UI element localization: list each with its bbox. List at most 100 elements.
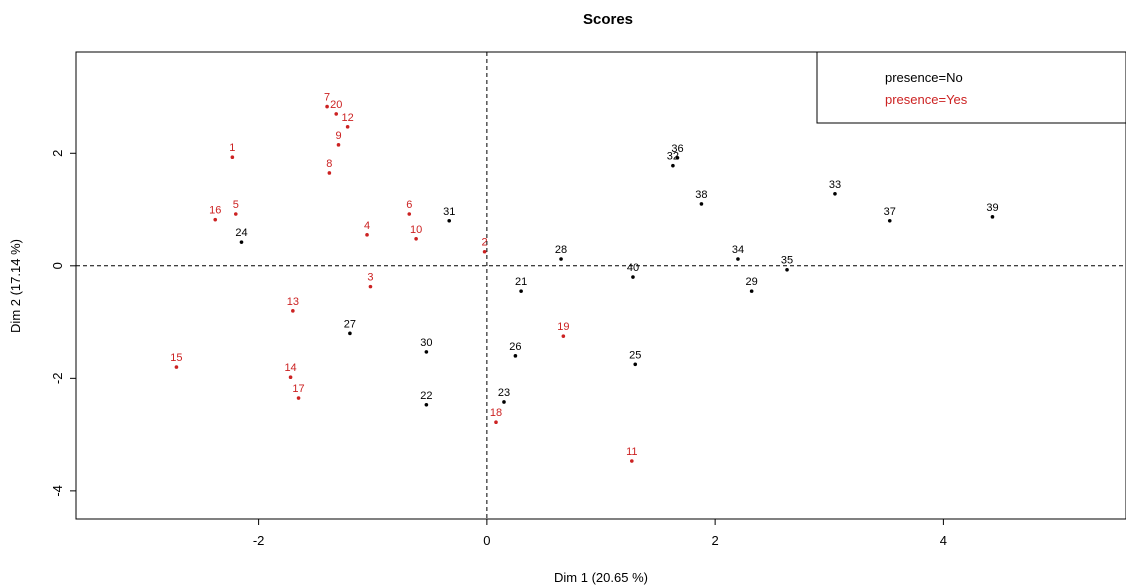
point-label-8: 8: [326, 158, 332, 170]
y-tick-label: -4: [50, 485, 65, 497]
data-point-18: [494, 420, 498, 425]
point-label-32: 32: [667, 151, 679, 163]
y-axis: -4 -2 0 2: [50, 150, 76, 497]
data-point-13: [291, 309, 295, 313]
point-label-23: 23: [498, 387, 510, 399]
point-label-16: 16: [209, 205, 221, 217]
y-tick-label: 0: [50, 262, 65, 269]
reference-lines: [76, 52, 1126, 519]
point-label-4: 4: [364, 220, 370, 232]
point-label-20: 20: [330, 99, 342, 111]
point-label-15: 15: [170, 352, 182, 364]
data-point-6: [407, 212, 412, 216]
data-point-5: [233, 212, 238, 216]
y-tick-label: 2: [50, 150, 65, 157]
point-label-40: 40: [627, 262, 639, 274]
data-point-30: [424, 350, 429, 354]
data-point-37: [887, 218, 892, 223]
point-label-27: 27: [344, 318, 356, 330]
data-point-19: [561, 334, 566, 338]
data-point-33: [833, 191, 837, 196]
point-label-2: 2: [482, 237, 488, 249]
data-point-27: [348, 331, 352, 336]
point-label-18: 18: [490, 407, 502, 419]
data-point-8: [327, 171, 332, 175]
point-label-10: 10: [410, 224, 422, 236]
point-label-30: 30: [420, 337, 432, 349]
point-label-33: 33: [829, 179, 841, 191]
point-label-21: 21: [515, 276, 527, 288]
data-point-11: [630, 459, 634, 463]
legend: presence=No presence=Yes: [816, 51, 1126, 124]
point-label-17: 17: [292, 383, 304, 395]
point-label-26: 26: [509, 341, 521, 353]
data-point-35: [785, 267, 789, 272]
data-point-40: [631, 275, 635, 279]
x-tick-label: 4: [940, 533, 947, 548]
data-point-39: [990, 215, 995, 219]
data-point-14: [288, 375, 293, 380]
data-point-36: [675, 155, 680, 160]
data-point-7: [325, 104, 329, 109]
point-label-13: 13: [287, 296, 299, 308]
x-axis: -2 0 2 4: [253, 519, 947, 548]
data-point-34: [736, 257, 740, 261]
point-label-28: 28: [555, 244, 567, 256]
point-label-29: 29: [746, 276, 758, 288]
data-point-1: [230, 155, 235, 160]
x-tick-label: -2: [253, 533, 265, 548]
y-tick-label: -2: [50, 373, 65, 385]
point-label-22: 22: [420, 390, 432, 402]
point-label-12: 12: [342, 112, 354, 124]
data-point-24: [239, 240, 244, 244]
point-label-9: 9: [335, 130, 341, 142]
point-label-5: 5: [233, 199, 239, 211]
data-point-25: [633, 362, 638, 367]
data-point-17: [296, 396, 301, 400]
point-label-37: 37: [884, 206, 896, 218]
point-label-14: 14: [284, 362, 296, 374]
x-tick-label: 2: [712, 533, 719, 548]
legend-entry-1: presence=Yes: [885, 92, 968, 107]
data-point-28: [559, 257, 563, 261]
data-point-12: [345, 125, 350, 129]
point-label-36: 36: [671, 143, 683, 155]
data-point-3: [368, 284, 373, 289]
point-label-38: 38: [695, 189, 707, 201]
x-tick-label: 0: [483, 533, 490, 548]
data-point-32: [671, 163, 675, 168]
point-label-34: 34: [732, 244, 744, 256]
data-point-38: [699, 202, 704, 206]
data-point-15: [174, 365, 179, 369]
legend-entry-0: presence=No: [885, 70, 963, 85]
data-point-4: [365, 233, 369, 237]
point-label-1: 1: [229, 142, 235, 154]
data-point-26: [513, 354, 518, 358]
point-label-39: 39: [986, 202, 998, 214]
data-point-23: [502, 400, 506, 404]
point-label-6: 6: [406, 199, 412, 211]
point-label-31: 31: [443, 206, 455, 218]
data-point-31: [447, 218, 452, 223]
point-label-24: 24: [235, 227, 247, 239]
data-point-10: [414, 237, 418, 241]
data-point-29: [749, 289, 754, 293]
point-label-25: 25: [629, 349, 641, 361]
point-label-35: 35: [781, 255, 793, 267]
data-point-22: [424, 402, 429, 407]
legend-box: [816, 51, 1126, 124]
y-axis-label: Dim 2 (17.14 %): [8, 239, 23, 333]
point-label-11: 11: [626, 446, 637, 458]
point-label-7: 7: [324, 92, 330, 104]
data-point-16: [213, 217, 218, 222]
chart-title: Scores: [583, 11, 633, 28]
data-point-9: [336, 143, 341, 147]
plot-area-frame: [75, 51, 1126, 520]
point-label-3: 3: [367, 272, 373, 284]
x-axis-label: Dim 1 (20.65 %): [554, 570, 648, 585]
point-label-19: 19: [557, 321, 569, 333]
